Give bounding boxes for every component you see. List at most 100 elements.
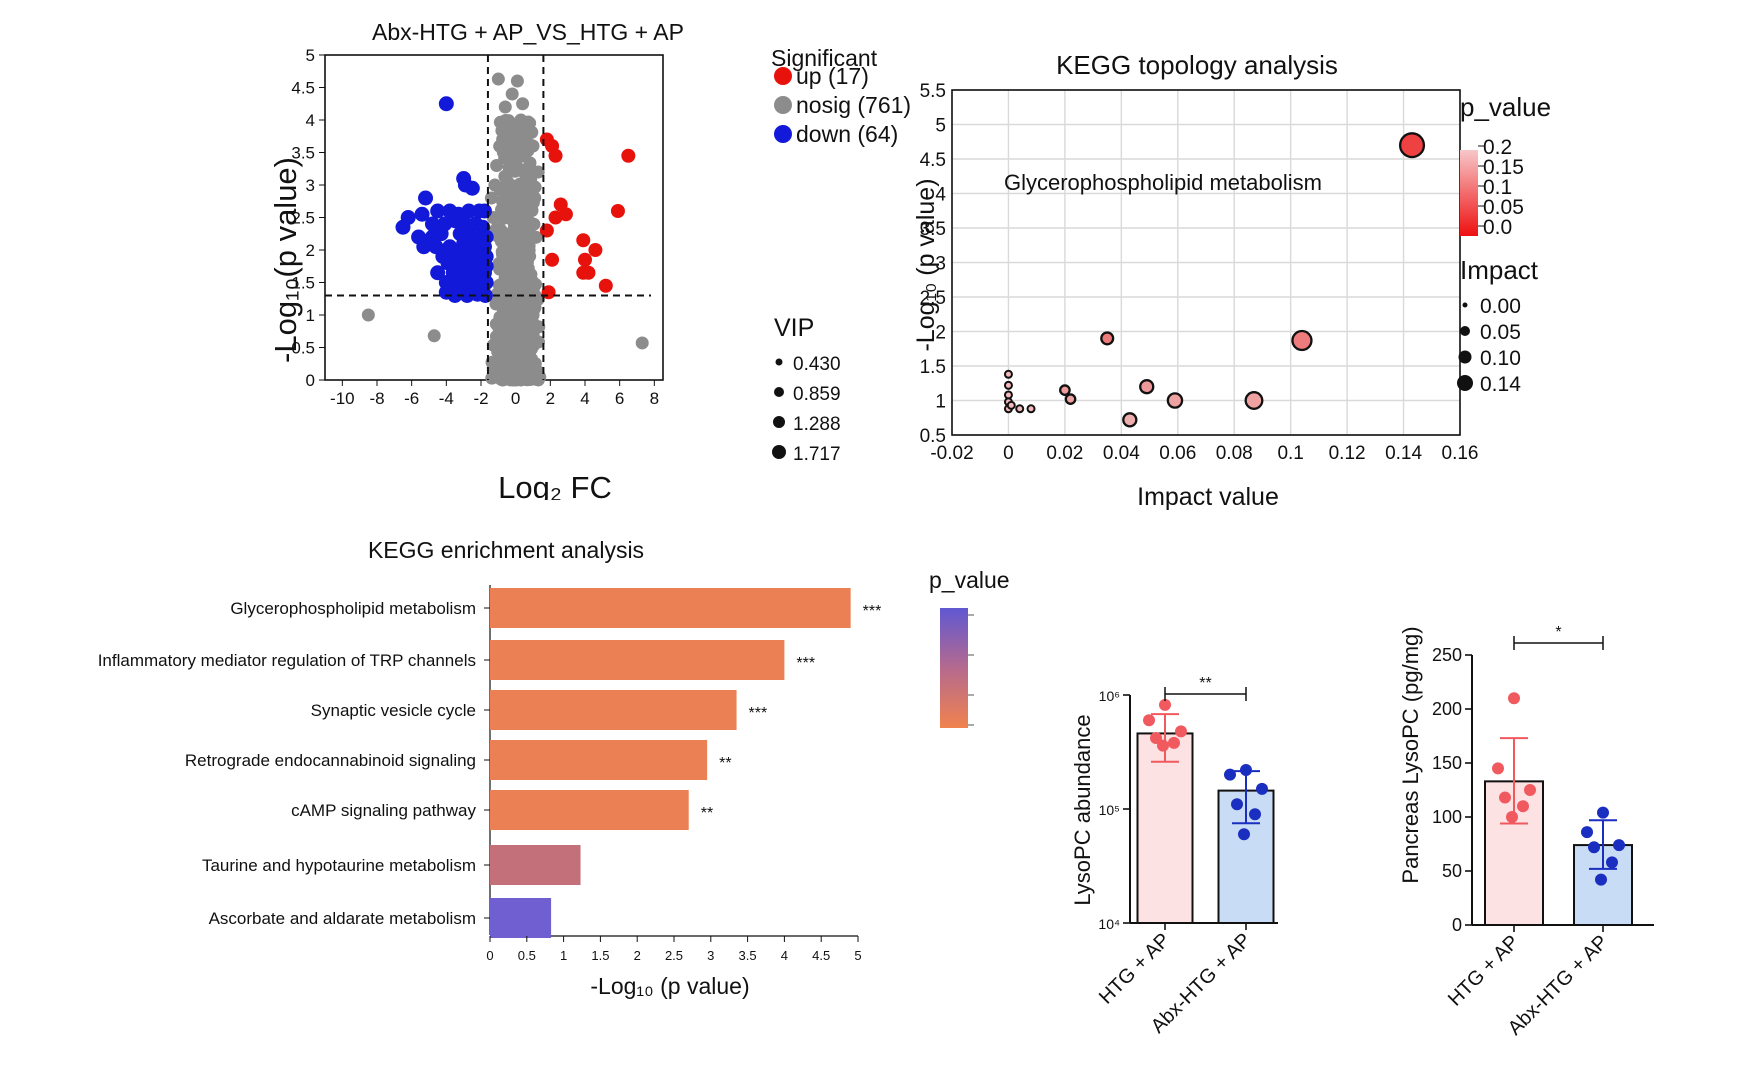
colorbar-tick-label: 0.15 (1483, 156, 1524, 179)
topology-y-label: -Log₁₀ (p value) (912, 178, 940, 351)
volcano-y-tick-label: 5 (306, 46, 315, 65)
up-point (588, 243, 603, 257)
y-tick-label: 250 (1432, 645, 1462, 665)
volcano-x-tick-label: -10 (330, 389, 355, 408)
nosig-point (531, 165, 545, 179)
colorbar-tick-label: 0.0 (1483, 216, 1512, 239)
down-point (414, 206, 430, 222)
y-tick-label: 10⁶ (1099, 688, 1120, 704)
nosig-point (635, 336, 649, 350)
up-point (578, 252, 592, 267)
enrichment-bar (490, 898, 552, 938)
sample-dot (1150, 731, 1162, 744)
volcano-y-label: -Log₁₀(p value) (268, 157, 303, 363)
nosig-point (524, 311, 538, 325)
y-tick-label: 100 (1432, 807, 1462, 827)
enrichment-x-tick-label: 2 (634, 948, 641, 963)
nosig-point (509, 239, 523, 253)
nosig-point (507, 336, 521, 350)
sample-dot (1168, 736, 1180, 749)
volcano-plot: Abx-HTG + AP_VS_HTG + AP -10 -8 -6 -4 -2 0 2 4 6… (268, 19, 911, 500)
topology-point (1006, 400, 1016, 410)
down-point (447, 288, 463, 303)
topology-x-tick-label: 0.14 (1385, 443, 1422, 464)
volcano-y-tick-label: 3.5 (291, 144, 315, 163)
volcano-y-tick-label: 0 (306, 371, 315, 390)
sample-dot (1224, 768, 1236, 781)
size-legend-title: Impact (1460, 255, 1539, 285)
colorbar-tick-label: 0.2 (1483, 136, 1512, 159)
volcano-y-tick-label: 4.5 (291, 79, 315, 98)
volcano-y-tick-label: 3 (306, 176, 315, 195)
sample-dot (1231, 798, 1243, 811)
group-bar (1136, 732, 1194, 925)
sample-dot (1143, 714, 1155, 727)
topology-y-tick-label: 3.5 (920, 219, 946, 240)
sample-dot (1597, 806, 1609, 819)
enrichment-bar (490, 790, 689, 830)
enrichment-title: KEGG enrichment analysis (368, 537, 644, 563)
enrichment-bar (490, 740, 708, 780)
vip-size-label: 0.859 (793, 384, 841, 405)
enrichment-x-tick-label: 2.5 (665, 948, 683, 963)
enrichment-x-tick-label: 3 (707, 948, 714, 963)
volcano-x-tick-label: 6 (615, 389, 624, 408)
impact-size-marker (1458, 350, 1472, 364)
nosig-point (484, 191, 498, 205)
enrichment-bar-label: Taurine and hypotaurine metabolism (202, 856, 476, 875)
nosig-point (527, 362, 541, 376)
down-point (395, 219, 411, 235)
topology-point (1064, 393, 1077, 405)
sample-dot (1524, 784, 1536, 796)
topology-x-tick-label: 0 (1003, 443, 1014, 464)
enrichment-bar-label: Synaptic vesicle cycle (311, 701, 476, 720)
legend-marker (774, 96, 792, 114)
nosig-point (503, 200, 517, 214)
nosig-point (526, 139, 540, 153)
topology-y-tick-label: 4 (935, 185, 946, 206)
nosig-point (512, 221, 526, 235)
sample-dot (1595, 873, 1607, 886)
y-tick-label: 150 (1432, 753, 1462, 773)
sample-dot (1157, 739, 1169, 752)
topology-point (1100, 331, 1115, 346)
topology-x-label: Impact value (1137, 483, 1279, 511)
topology-y-tick-label: 3 (935, 254, 946, 275)
nosig-point (519, 123, 533, 137)
pancreas-lysopc-y-label: Pancreas LysoPC (pg/mg) (1398, 626, 1423, 883)
enrichment-bar-label: Inflammatory mediator regulation of TRP … (98, 651, 476, 670)
topology-x-tick-label: 0.08 (1216, 443, 1253, 464)
volcano-x-label: Log₂ FC (498, 470, 612, 500)
up-point (598, 278, 613, 293)
legend-marker (774, 67, 792, 85)
enrichment-bar (490, 845, 581, 885)
y-tick-label: 50 (1442, 861, 1462, 881)
nosig-point (500, 293, 514, 307)
colorbar-tick-label: 0.05 (1483, 196, 1524, 219)
topology-x-tick-label: 0.16 (1442, 443, 1479, 464)
enrichment-x-tick-label: 0 (486, 948, 493, 963)
vip-legend-title: VIP (774, 314, 814, 342)
nosig-point (491, 72, 505, 86)
vip-size-label: 1.288 (793, 414, 841, 435)
nosig-point (494, 338, 508, 352)
sample-dot (1238, 828, 1250, 841)
up-point (610, 204, 625, 218)
nosig-point (522, 272, 536, 286)
significance-label: *** (796, 655, 815, 672)
topology-x-tick-label: 0.1 (1277, 443, 1303, 464)
sample-dot (1581, 826, 1593, 839)
topology-point (1015, 404, 1025, 414)
nosig-point (510, 74, 524, 88)
nosig-point (505, 87, 519, 101)
nosig-point (490, 159, 504, 172)
volcano-y-tick-label: 2.5 (291, 209, 315, 228)
enrichment-bar-label: Ascorbate and aldarate metabolism (209, 909, 476, 928)
nosig-point (504, 254, 518, 268)
group-label: HTG + AP (1095, 929, 1175, 1009)
topology-point (1166, 392, 1184, 409)
nosig-point (501, 313, 515, 327)
topology-y-tick-label: 5.5 (920, 81, 946, 102)
enrichment-plot: KEGG enrichment analysis Glycerophosphol… (98, 537, 1010, 999)
